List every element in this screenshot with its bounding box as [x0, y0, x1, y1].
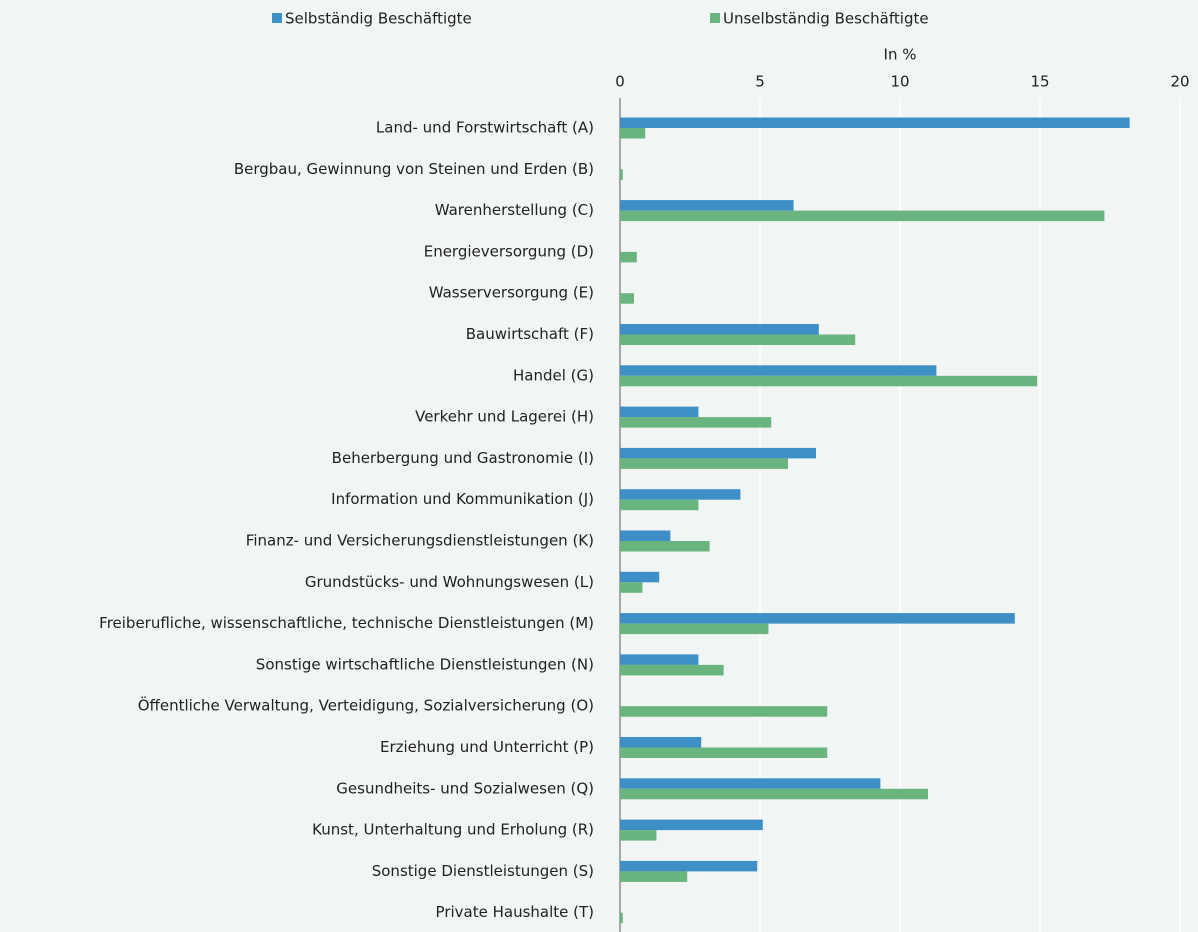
bar — [620, 860, 758, 872]
bar — [620, 200, 794, 211]
bar — [620, 623, 769, 635]
legend-swatch — [710, 13, 720, 23]
x-tick-label: 0 — [615, 73, 625, 91]
legend-label: Unselbständig Beschäftigte — [723, 10, 929, 28]
x-tick-label: 10 — [890, 73, 909, 91]
x-tick-label: 15 — [1030, 73, 1049, 91]
y-tick-label: Kunst, Unterhaltung und Erholung (R) — [312, 821, 594, 839]
y-tick-label: Freiberufliche, wissenschaftliche, techn… — [99, 614, 594, 632]
bar — [620, 871, 688, 882]
bar — [620, 788, 928, 800]
bar — [620, 365, 937, 376]
y-tick-label: Sonstige Dienstleistungen (S) — [372, 862, 594, 880]
y-tick-label: Gesundheits- und Sozialwesen (Q) — [336, 779, 594, 797]
bar — [620, 169, 623, 180]
bar — [620, 293, 634, 304]
bar — [620, 778, 881, 789]
bar — [620, 654, 699, 665]
bar — [620, 406, 699, 418]
bar — [620, 334, 856, 345]
y-tick-label: Handel (G) — [513, 366, 594, 384]
bar — [620, 447, 816, 459]
bar — [620, 664, 724, 676]
legend-label: Selbständig Beschäftigte — [285, 10, 472, 28]
bar — [620, 830, 657, 841]
bar — [620, 530, 671, 541]
bar — [620, 737, 702, 748]
bar — [620, 117, 1130, 128]
bar — [620, 541, 710, 552]
y-tick-label: Bauwirtschaft (F) — [466, 325, 594, 343]
bar — [620, 499, 699, 511]
bar — [620, 251, 637, 263]
bar — [620, 912, 623, 924]
bar — [620, 571, 660, 583]
bar — [620, 489, 741, 500]
y-tick-label: Bergbau, Gewinnung von Steinen und Erden… — [234, 160, 594, 178]
x-tick-label: 20 — [1170, 73, 1189, 91]
y-tick-label: Warenherstellung (C) — [435, 201, 594, 219]
bar — [620, 458, 788, 469]
legend-swatch — [272, 13, 282, 23]
y-tick-label: Information und Kommunikation (J) — [331, 490, 594, 508]
y-tick-label: Erziehung und Unterricht (P) — [380, 738, 594, 756]
y-tick-label: Land- und Forstwirtschaft (A) — [376, 119, 594, 137]
y-tick-label: Sonstige wirtschaftliche Dienstleistunge… — [256, 655, 594, 673]
y-tick-label: Verkehr und Lagerei (H) — [415, 408, 594, 426]
bar — [620, 324, 819, 335]
bar — [620, 210, 1105, 222]
bar — [620, 128, 646, 139]
x-tick-label: 5 — [755, 73, 765, 91]
axis-label: In % — [884, 46, 917, 64]
bar — [620, 613, 1015, 624]
bar — [620, 747, 828, 758]
y-tick-label: Energieversorgung (D) — [424, 242, 594, 260]
y-tick-label: Grundstücks- und Wohnungswesen (L) — [305, 573, 594, 591]
bar — [620, 417, 772, 428]
y-tick-label: Öffentliche Verwaltung, Verteidigung, So… — [138, 696, 594, 715]
bar — [620, 706, 828, 717]
bar — [620, 582, 643, 593]
y-tick-label: Wasserversorgung (E) — [429, 284, 594, 302]
y-tick-label: Beherbergung und Gastronomie (I) — [332, 449, 594, 467]
y-tick-label: Private Haushalte (T) — [436, 903, 594, 921]
bar — [620, 819, 763, 831]
bar — [620, 375, 1038, 387]
y-tick-label: Finanz- und Versicherungsdienstleistunge… — [246, 532, 594, 550]
